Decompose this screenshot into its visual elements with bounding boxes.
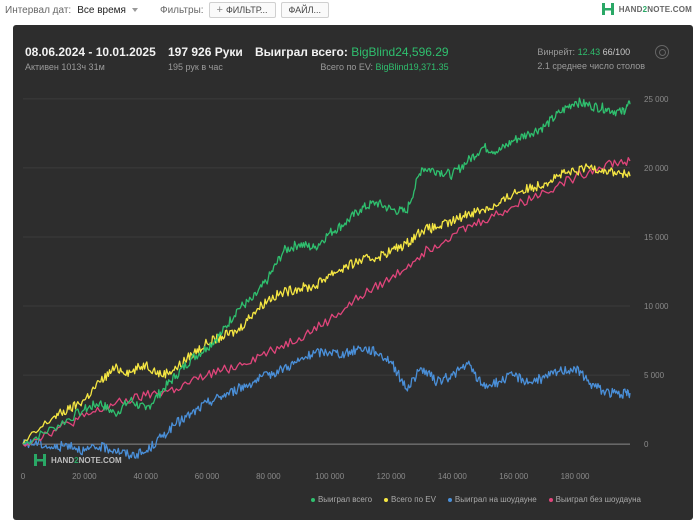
legend-label: Всего по EV	[391, 495, 436, 504]
results-chart: 0 5 000 10 000 15 000 20 000 25 000 0 20 000 40 …	[21, 95, 669, 481]
legend-dot-icon	[447, 497, 452, 502]
filter-button[interactable]: + ФИЛЬТР...	[208, 2, 276, 18]
x-tick-label: 120 000	[377, 472, 406, 481]
x-tick-label: 40 000	[133, 472, 158, 481]
watermark-text: HAND2NOTE.COM	[51, 456, 122, 465]
chart-legend: Выиграл всего Всего по EV Выиграл на шоуда…	[310, 495, 641, 504]
hands-count: 197 926 Руки	[168, 45, 243, 59]
watermark-two: 2	[74, 455, 79, 465]
date-range: 08.06.2024 - 10.01.2025	[25, 45, 156, 59]
x-tick-label: 60 000	[195, 472, 220, 481]
legend-label: Выиграл всего	[317, 495, 373, 504]
logo-text-suffix: NOTE.COM	[647, 4, 692, 14]
series-line	[22, 157, 631, 447]
watermark-prefix: HAND	[51, 455, 75, 465]
watermark: HAND2NOTE.COM	[33, 453, 122, 467]
y-tick-label: 10 000	[644, 302, 669, 311]
interval-value: Все время	[77, 4, 126, 16]
tables-average: 2.1 среднее число столов	[537, 61, 645, 71]
x-tick-label: 100 000	[315, 472, 344, 481]
legend-item[interactable]: Выиграл всего	[310, 495, 373, 504]
x-tick-label: 0	[21, 472, 26, 481]
winrate-label: Винрейт:	[537, 47, 576, 57]
legend-item[interactable]: Всего по EV	[384, 495, 436, 504]
legend-label: Выиграл на шоудауне	[454, 495, 537, 504]
y-tick-label: 15 000	[644, 233, 669, 242]
logo-icon	[601, 3, 614, 15]
filter-button-label: ФИЛЬТР...	[225, 5, 268, 15]
brand-logo: HAND2NOTE.COM	[601, 2, 692, 16]
legend-label: Выиграл без шоудауна	[555, 495, 641, 504]
plus-icon: +	[216, 4, 223, 16]
file-button[interactable]: ФАЙЛ...	[280, 2, 330, 18]
winrate-block: Винрейт: 12.43 66/100 2.1 среднее число …	[537, 45, 645, 73]
series-line	[22, 97, 631, 446]
filters-label: Фильтры:	[159, 4, 204, 16]
interval-select[interactable]: Все время	[77, 5, 138, 16]
date-range-block: 08.06.2024 - 10.01.2025 Активен 1013ч 31…	[25, 45, 156, 72]
graph-panel: 08.06.2024 - 10.01.2025 Активен 1013ч 31…	[13, 25, 693, 520]
watermark-logo-icon	[34, 454, 46, 466]
legend-dot-icon	[384, 497, 389, 502]
won-value: BigBlind24,596.29	[351, 45, 449, 59]
won-block: Выиграл всего: BigBlind24,596.29 Всего п…	[255, 45, 449, 72]
y-tick-label: 25 000	[644, 95, 669, 104]
winrate-value: 12.43	[577, 47, 601, 57]
file-button-label: ФАЙЛ...	[288, 5, 322, 15]
logo-text-prefix: HAND	[618, 4, 643, 14]
gear-icon[interactable]	[655, 45, 669, 59]
logo-text-two: 2	[642, 4, 648, 14]
hands-block: 197 926 Руки 195 рук в час	[168, 45, 243, 72]
active-time: Активен 1013ч 31м	[25, 62, 105, 72]
y-tick-label: 5 000	[644, 371, 665, 380]
legend-dot-icon	[548, 497, 553, 502]
hands-rate: 195 рук в час	[168, 62, 223, 72]
x-tick-label: 180 000	[561, 472, 590, 481]
watermark-suffix: NOTE.COM	[78, 455, 122, 465]
won-label: Выиграл всего:	[255, 45, 348, 59]
x-tick-label: 160 000	[499, 472, 528, 481]
legend-item[interactable]: Выиграл на шоудауне	[447, 495, 537, 504]
x-tick-label: 20 000	[72, 472, 97, 481]
logo-text: HAND2NOTE.COM	[619, 5, 692, 14]
x-tick-label: 80 000	[256, 472, 281, 481]
ev-label: Всего по EV:	[320, 62, 374, 72]
interval-label: Интервал дат:	[5, 4, 72, 16]
series-line	[22, 345, 631, 460]
y-tick-label: 0	[644, 440, 649, 449]
toolbar: Интервал дат: Все время Фильтры: + ФИЛЬТ…	[0, 0, 700, 20]
series-line	[22, 163, 631, 445]
x-tick-label: 140 000	[438, 472, 467, 481]
ev-value: BigBlind19,371.35	[375, 62, 449, 72]
legend-item[interactable]: Выиграл без шоудауна	[548, 495, 641, 504]
winrate-count: 66/100	[602, 47, 631, 57]
y-tick-label: 20 000	[644, 164, 669, 173]
chevron-down-icon	[131, 8, 138, 12]
legend-dot-icon	[310, 497, 315, 502]
